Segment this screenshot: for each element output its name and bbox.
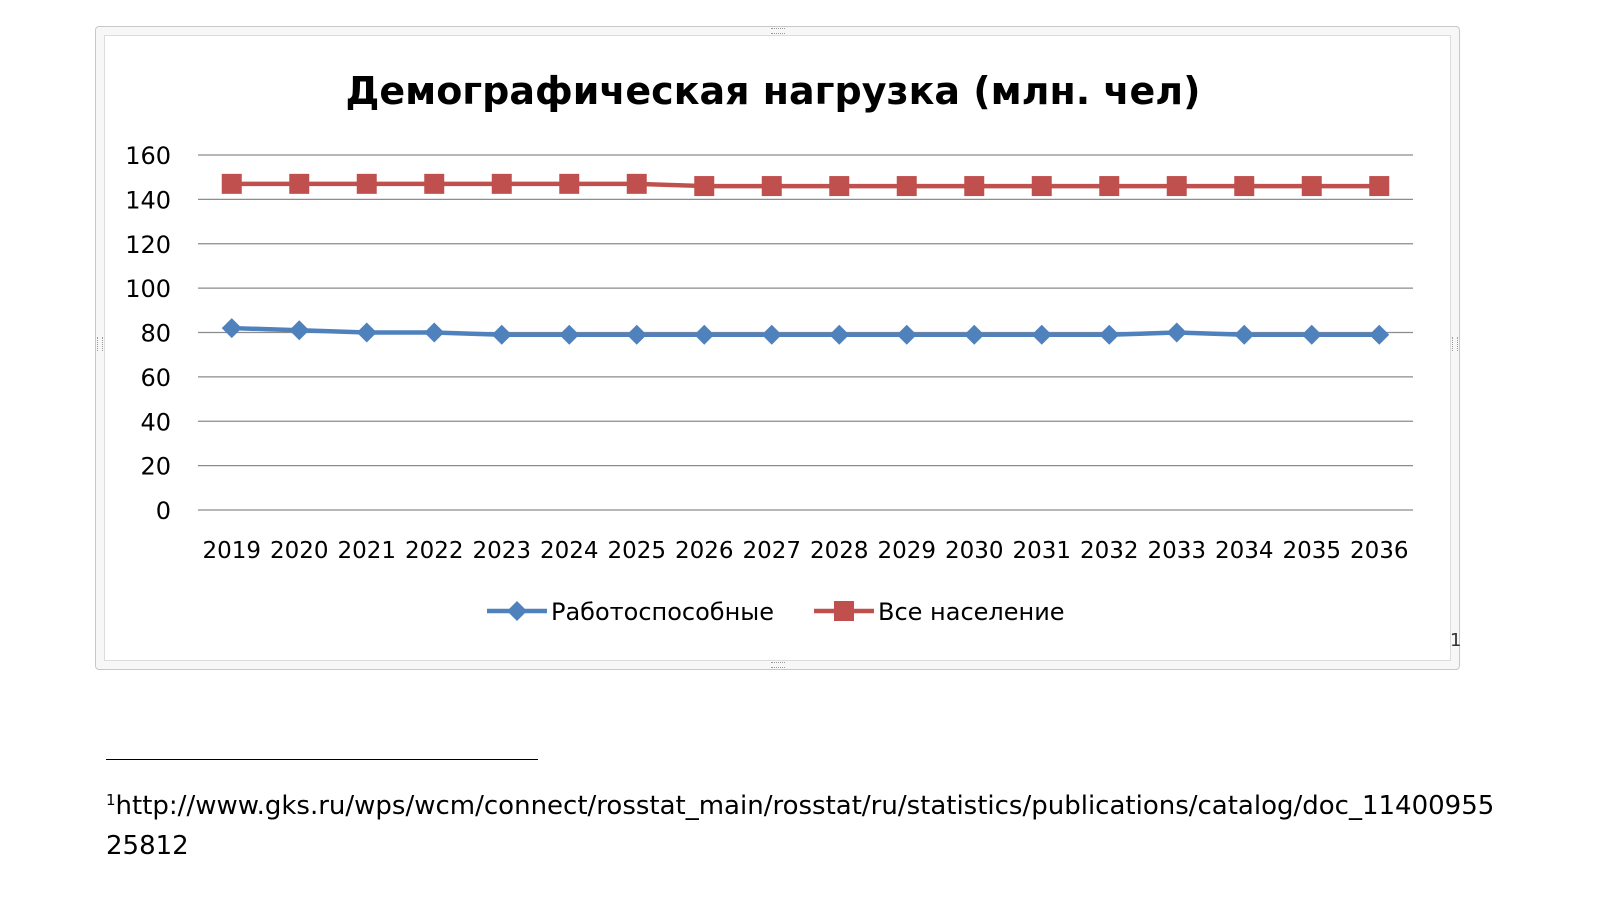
x-tick-label: 2030 [945, 538, 1004, 564]
footnote-source-link[interactable]: http://www.gks.ru/wps/wcm/connect/rossta… [106, 791, 1495, 861]
x-tick-label: 2026 [675, 538, 734, 564]
y-tick-label: 0 [156, 497, 171, 525]
x-tick-label: 2034 [1215, 538, 1274, 564]
legend-marker-1 [507, 601, 527, 621]
x-tick-label: 2031 [1012, 538, 1071, 564]
data-point-series-2 [1369, 176, 1390, 197]
series-line-1 [231, 325, 1380, 337]
y-tick-label: 60 [140, 364, 171, 392]
data-point-series-2 [964, 176, 985, 197]
y-tick-label: 40 [140, 408, 171, 436]
data-point-series-1 [289, 320, 310, 341]
data-point-series-1 [356, 322, 377, 343]
x-tick-label: 2027 [742, 538, 801, 564]
x-tick-label: 2035 [1282, 538, 1341, 564]
data-point-series-2 [289, 173, 310, 194]
chart-area [104, 35, 1451, 661]
data-point-series-1 [1234, 324, 1255, 345]
data-point-series-1 [964, 324, 985, 345]
footnote-marker: 1 [106, 791, 116, 809]
data-point-series-1 [694, 324, 715, 345]
data-point-series-2 [1166, 176, 1187, 197]
data-point-series-1 [1099, 324, 1120, 345]
data-point-series-2 [424, 173, 445, 194]
data-point-series-2 [626, 173, 647, 194]
page-mark: 1 [1450, 630, 1462, 651]
resize-handle-right[interactable] [1452, 337, 1458, 351]
y-tick-label: 120 [125, 231, 171, 259]
data-point-series-1 [896, 324, 917, 345]
x-tick-label: 2032 [1080, 538, 1139, 564]
x-tick-label: 2033 [1147, 538, 1206, 564]
x-tick-label: 2028 [810, 538, 869, 564]
data-point-series-2 [221, 173, 242, 194]
data-point-series-1 [1369, 324, 1390, 345]
data-point-series-2 [829, 176, 850, 197]
x-tick-label: 2036 [1350, 538, 1409, 564]
data-point-series-2 [1031, 176, 1052, 197]
y-tick-label: 20 [140, 453, 171, 481]
x-tick-label: 2024 [540, 538, 599, 564]
series-line-2 [231, 181, 1380, 189]
x-tick-label: 2020 [270, 538, 329, 564]
data-point-series-1 [1166, 322, 1187, 343]
footnote: 1http://www.gks.ru/wps/wcm/connect/rosst… [106, 780, 1506, 866]
legend-label-1: Работоспособные [551, 598, 774, 626]
data-point-series-2 [1301, 176, 1322, 197]
y-tick-label: 160 [125, 142, 171, 170]
footnote-separator [106, 759, 538, 760]
y-tick-label: 100 [125, 275, 171, 303]
data-point-series-2 [491, 173, 512, 194]
legend-label-2: Все население [878, 598, 1065, 626]
chart-title: Демографическая нагрузка (млн. чел) [346, 69, 1201, 113]
data-point-series-1 [761, 324, 782, 345]
data-point-series-1 [221, 318, 242, 339]
y-tick-label: 140 [125, 186, 171, 214]
x-tick-label: 2019 [202, 538, 261, 564]
demographic-line-chart: Демографическая нагрузка (млн. чел) 0 20 40… [125, 69, 1413, 626]
data-point-series-2 [761, 176, 782, 197]
x-tick-label: 2029 [877, 538, 936, 564]
legend-marker-2 [833, 601, 854, 621]
resize-handle-left[interactable] [97, 337, 103, 351]
data-point-series-1 [626, 324, 647, 345]
data-point-series-2 [694, 176, 715, 197]
x-tick-label: 2023 [472, 538, 531, 564]
data-point-series-1 [559, 324, 580, 345]
x-tick-label: 2021 [337, 538, 396, 564]
x-tick-label: 2025 [607, 538, 666, 564]
data-point-series-2 [559, 173, 580, 194]
y-tick-label: 80 [140, 320, 171, 348]
chart-frame[interactable] [95, 26, 1460, 670]
x-tick-label: 2022 [405, 538, 464, 564]
data-point-series-2 [896, 176, 917, 197]
data-point-series-2 [1099, 176, 1120, 197]
data-point-series-1 [1301, 324, 1322, 345]
data-point-series-1 [424, 322, 445, 343]
data-point-series-1 [491, 324, 512, 345]
data-point-series-2 [356, 173, 377, 194]
data-point-series-1 [829, 324, 850, 345]
resize-handle-top[interactable] [771, 28, 785, 34]
data-point-series-2 [1234, 176, 1255, 197]
data-point-series-1 [1031, 324, 1052, 345]
resize-handle-bottom[interactable] [771, 662, 785, 668]
